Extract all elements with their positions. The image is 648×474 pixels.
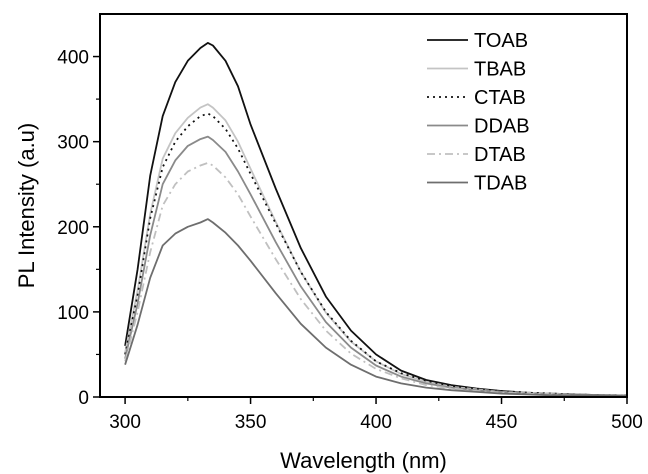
series-line-ddab <box>124 135 627 397</box>
x-axis-title: Wavelength (nm) <box>280 448 447 473</box>
y-axis: 0 100 200 300 400 <box>57 48 100 409</box>
x-tick-label: 300 <box>109 412 141 433</box>
legend-label: DTAB <box>474 144 526 166</box>
series-line-ctab <box>124 112 627 397</box>
series-line-tbab <box>124 103 627 397</box>
legend-item-ctab: CTAB <box>427 87 526 109</box>
plot-frame <box>99 13 628 398</box>
y-axis-title: PL Intensity (a.u) <box>14 123 39 288</box>
legend-label: TOAB <box>474 30 528 52</box>
x-tick-label: 450 <box>486 412 518 433</box>
legend-label: DDAB <box>474 116 530 138</box>
legend-label: TDAB <box>474 173 527 195</box>
legend-item-dtab: DTAB <box>427 144 526 166</box>
legend-item-toab: TOAB <box>427 30 528 52</box>
legend: TOAB TBAB CTAB DDAB DTAB TDAB <box>427 30 530 195</box>
legend-label: CTAB <box>474 87 526 109</box>
y-tick-label: 0 <box>78 388 89 409</box>
series-line-dtab <box>124 162 627 397</box>
y-tick-label: 400 <box>57 48 89 69</box>
y-tick-label: 200 <box>57 218 89 239</box>
x-tick-label: 500 <box>611 412 643 433</box>
series-line-toab <box>124 42 627 397</box>
legend-item-ddab: DDAB <box>427 116 530 138</box>
legend-item-tbab: TBAB <box>427 59 526 81</box>
legend-item-tdab: TDAB <box>427 173 527 195</box>
series-line-tdab <box>124 218 628 397</box>
x-axis: 300 350 400 450 500 <box>109 397 643 433</box>
legend-label: TBAB <box>474 59 526 81</box>
y-tick-label: 100 <box>57 303 89 324</box>
y-tick-label: 300 <box>57 133 89 154</box>
x-tick-label: 400 <box>360 412 392 433</box>
series-layer <box>124 42 628 397</box>
x-tick-label: 350 <box>235 412 267 433</box>
